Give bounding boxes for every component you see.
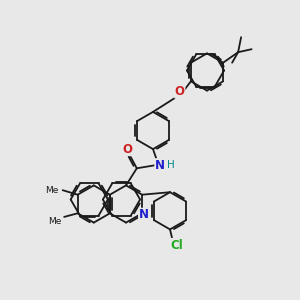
Text: N: N — [139, 208, 148, 221]
Text: O: O — [123, 142, 133, 156]
Text: H: H — [167, 160, 175, 170]
Text: Me: Me — [48, 217, 61, 226]
Text: Cl: Cl — [170, 238, 183, 251]
Text: Me: Me — [45, 186, 58, 195]
Text: O: O — [175, 85, 185, 98]
Text: N: N — [155, 159, 165, 172]
